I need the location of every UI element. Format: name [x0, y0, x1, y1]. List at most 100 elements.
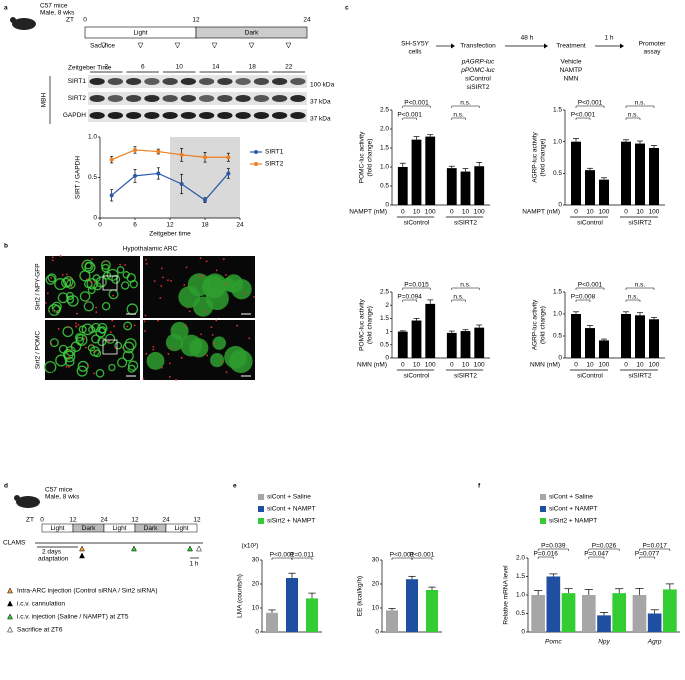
- blot-band: [199, 112, 215, 119]
- error-bar: [427, 134, 434, 137]
- puncta: [59, 255, 62, 257]
- significance-bracket: [411, 557, 433, 560]
- blot-band: [272, 112, 288, 119]
- puncta: [200, 333, 203, 336]
- x-tick-label: 0: [624, 209, 628, 216]
- y-tick-label: 1.5: [516, 573, 525, 580]
- cell: [81, 323, 94, 336]
- ventricle-label: 3V: [49, 371, 58, 378]
- cell: [122, 271, 130, 279]
- puncta: [225, 283, 227, 286]
- bar: [411, 320, 422, 358]
- cell: [210, 353, 225, 368]
- y-axis-label: SIRT / GAPDH: [75, 156, 82, 199]
- bar: [632, 595, 647, 632]
- schematic-text: 48 h: [521, 35, 534, 42]
- cell: [44, 360, 57, 374]
- bar: [446, 168, 457, 205]
- significance-bracket: [451, 287, 480, 290]
- group-label: siControl: [404, 373, 430, 380]
- blot-band: [217, 78, 233, 85]
- bar: [306, 598, 318, 632]
- cell: [88, 326, 96, 334]
- mouse-text: Male, 8 wks: [45, 494, 80, 501]
- puncta: [205, 260, 208, 263]
- cell: [52, 304, 62, 314]
- zt-tick: 24: [162, 517, 170, 524]
- marker-triangle: [7, 600, 13, 607]
- significance-label: P<0.001: [571, 112, 596, 119]
- x-tick-label: 100: [425, 209, 436, 216]
- y-tick-label: 1.5: [553, 289, 562, 296]
- x-tick-label: 10: [586, 209, 594, 216]
- legend-label: i.c.v. injection (Saline / NAMPT) at ZT5: [17, 614, 129, 621]
- puncta: [199, 275, 202, 278]
- bar: [663, 589, 677, 632]
- puncta: [204, 310, 206, 313]
- x-tick-label: 18: [201, 222, 209, 229]
- x-tick-label: 100: [474, 209, 485, 216]
- puncta: [159, 297, 162, 299]
- puncta: [170, 347, 173, 350]
- blot-marker: 100 kDa: [310, 82, 335, 89]
- puncta: [248, 337, 251, 340]
- puncta: [142, 377, 145, 380]
- error-bar: [462, 329, 469, 332]
- puncta: [83, 337, 86, 340]
- puncta: [93, 372, 95, 375]
- blot-band: [290, 78, 306, 85]
- bar: [621, 314, 631, 358]
- blot-band: [107, 95, 123, 102]
- mouse-text: C57 mice: [45, 487, 73, 494]
- x-tick-label: 6: [133, 222, 137, 229]
- zt-tick: 24: [100, 517, 108, 524]
- y-tick-label: 2.5: [380, 289, 389, 296]
- panel-label: c: [345, 5, 349, 12]
- image-row-label: Sirt2 / NPY-GFP: [35, 263, 42, 310]
- x-tick-label: 100: [425, 362, 436, 369]
- marker-triangle: [79, 545, 85, 552]
- blot-marker: 37 kDa: [310, 99, 331, 106]
- data-point: [226, 155, 231, 160]
- data-point: [203, 198, 207, 203]
- y-tick-label: 0.5: [380, 183, 389, 190]
- blot-row-label: GAPDH: [63, 112, 86, 119]
- blot-time: 6: [141, 64, 145, 71]
- bar: [599, 340, 609, 358]
- legend-label: Sacrifice at ZT6: [17, 627, 63, 634]
- bar: [647, 613, 662, 632]
- blot-time: 14: [212, 64, 220, 71]
- puncta: [95, 306, 97, 309]
- x-tick-label: 10: [462, 209, 470, 216]
- puncta: [225, 371, 228, 374]
- cell: [122, 350, 134, 362]
- legend-swatch: [258, 506, 264, 512]
- puncta: [185, 266, 188, 269]
- cell: [45, 274, 56, 285]
- puncta: [236, 324, 239, 327]
- puncta: [145, 262, 148, 265]
- bar: [649, 319, 659, 358]
- significance-label: P=0.016: [534, 551, 559, 558]
- cell: [101, 301, 111, 311]
- panel-label: a: [4, 5, 8, 12]
- x-axis-label: NMN (nM): [357, 362, 387, 369]
- significance-label: n.s.: [635, 100, 646, 107]
- puncta: [206, 354, 209, 357]
- panel-label: d: [4, 483, 8, 490]
- data-point: [203, 155, 207, 160]
- y-axis-label: POMC-luc activity: [359, 131, 366, 183]
- schematic-text: Promoter: [639, 41, 667, 48]
- group-label: siSIRT2: [629, 220, 652, 227]
- y-tick-label: 20: [252, 581, 260, 588]
- puncta: [107, 340, 110, 343]
- marker-triangle: [285, 42, 292, 49]
- blot-header: Zeitgeber Time: [68, 65, 112, 72]
- schematic-text: 1 h: [604, 35, 613, 42]
- puncta: [152, 345, 155, 348]
- zt-tick: 0: [40, 517, 44, 524]
- y-tick-label: 0: [385, 202, 389, 209]
- error-bar: [637, 140, 643, 144]
- bar: [397, 331, 408, 358]
